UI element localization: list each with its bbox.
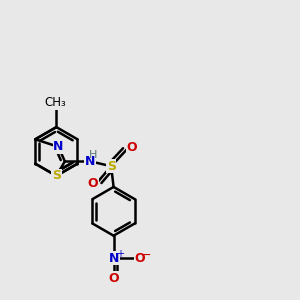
Text: N: N (108, 252, 119, 265)
Text: CH₃: CH₃ (44, 96, 66, 109)
Text: O: O (127, 141, 137, 154)
Text: H: H (88, 150, 97, 160)
Text: −: − (141, 249, 151, 262)
Text: S: S (52, 169, 61, 182)
Text: +: + (116, 249, 124, 259)
Text: O: O (108, 272, 119, 285)
Text: O: O (135, 252, 145, 265)
Text: N: N (85, 155, 96, 168)
Text: O: O (88, 177, 98, 190)
Text: S: S (106, 160, 116, 173)
Text: N: N (53, 140, 64, 153)
